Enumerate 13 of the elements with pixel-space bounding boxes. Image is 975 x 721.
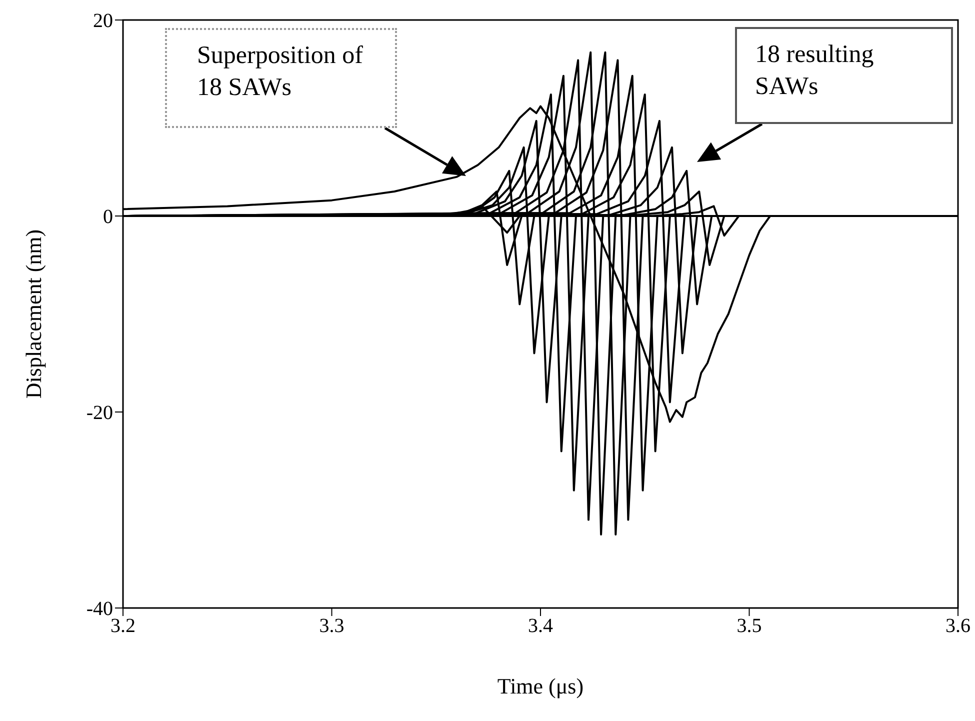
y-tick-label: 0 — [103, 206, 113, 228]
x-tick-label: 3.2 — [110, 615, 136, 638]
y-tick-label: -20 — [86, 402, 113, 424]
annotation: 18 resulting SAWs — [735, 27, 953, 124]
x-tick-label: 3.5 — [736, 615, 762, 638]
annotation: Superposition of 18 SAWs — [165, 28, 397, 128]
x-tick-label: 3.4 — [528, 615, 553, 638]
y-axis-title: Displacement (nm) — [20, 229, 46, 399]
x-tick-label: 3.3 — [319, 615, 344, 638]
x-tick-label: 3.6 — [946, 615, 970, 638]
y-tick-label: -40 — [86, 598, 113, 620]
x-axis-title: Time (μs) — [497, 674, 584, 699]
y-tick-label: 20 — [93, 10, 113, 32]
